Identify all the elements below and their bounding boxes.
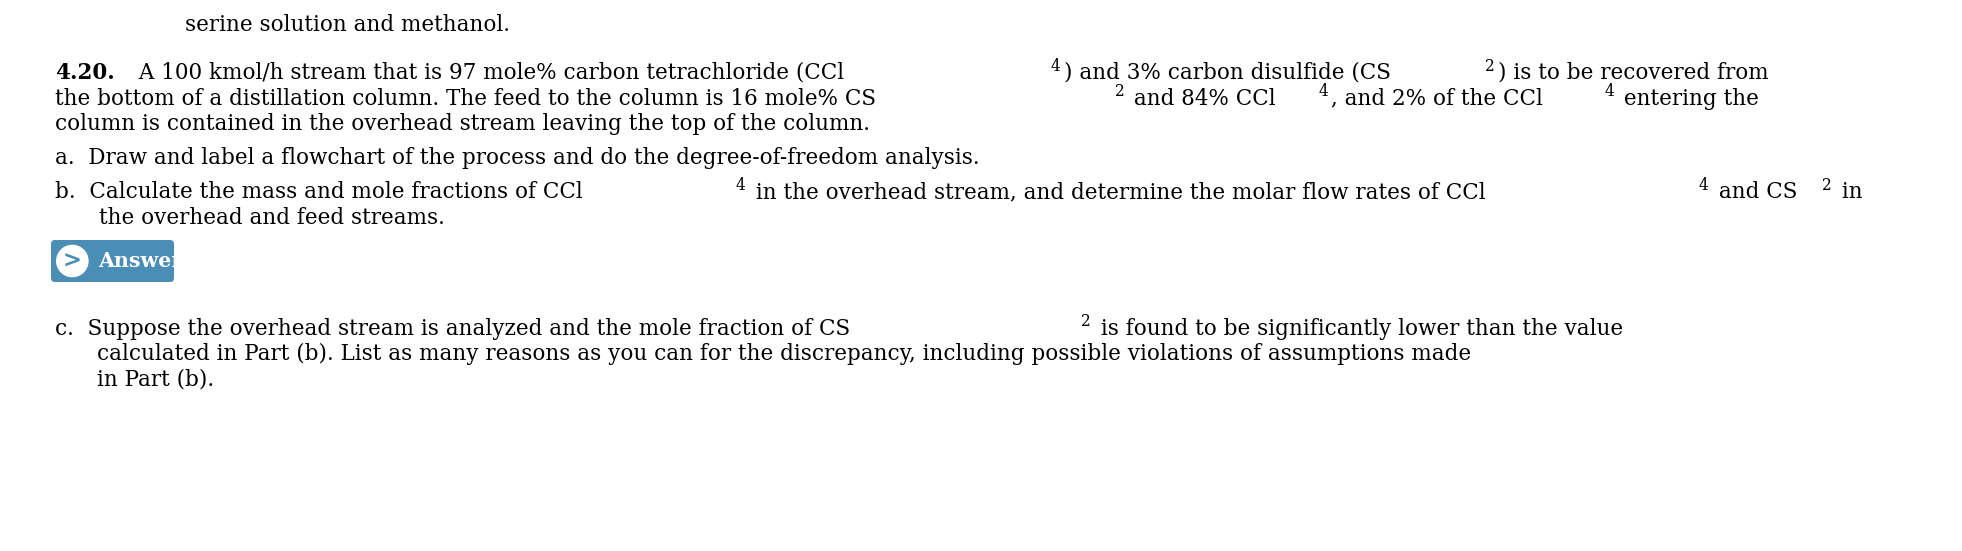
Text: a.  Draw and label a flowchart of the process and do the degree-of-freedom analy: a. Draw and label a flowchart of the pro… bbox=[55, 147, 979, 169]
Text: 4: 4 bbox=[736, 177, 746, 194]
Text: in Part (b).: in Part (b). bbox=[96, 369, 214, 391]
Text: calculated in Part (b). List as many reasons as you can for the discrepancy, inc: calculated in Part (b). List as many rea… bbox=[96, 343, 1471, 365]
Text: and CS: and CS bbox=[1711, 181, 1797, 203]
Text: 2: 2 bbox=[1823, 177, 1833, 194]
Text: ) and 3% carbon disulfide (CS: ) and 3% carbon disulfide (CS bbox=[1063, 62, 1391, 84]
Text: c.  Suppose the overhead stream is analyzed and the mole fraction of CS: c. Suppose the overhead stream is analyz… bbox=[55, 317, 850, 339]
Text: 4: 4 bbox=[1052, 58, 1061, 74]
Text: 4.20.: 4.20. bbox=[55, 62, 114, 84]
Text: and 84% CCl: and 84% CCl bbox=[1126, 88, 1275, 110]
Text: 2: 2 bbox=[1081, 314, 1091, 330]
Text: ) is to be recovered from: ) is to be recovered from bbox=[1499, 62, 1768, 84]
Text: 4: 4 bbox=[1699, 177, 1709, 194]
Text: the overhead and feed streams.: the overhead and feed streams. bbox=[100, 207, 445, 229]
Text: >: > bbox=[63, 250, 82, 273]
Text: in the overhead stream, and determine the molar flow rates of CCl: in the overhead stream, and determine th… bbox=[749, 181, 1485, 203]
Text: 2: 2 bbox=[1485, 58, 1495, 74]
Text: is found to be significantly lower than the value: is found to be significantly lower than … bbox=[1093, 317, 1623, 339]
Text: A 100 kmol/h stream that is 97 mole% carbon tetrachloride (CCl: A 100 kmol/h stream that is 97 mole% car… bbox=[131, 62, 844, 84]
Text: entering the: entering the bbox=[1617, 88, 1760, 110]
Text: 4: 4 bbox=[1318, 83, 1328, 100]
Text: b.  Calculate the mass and mole fractions of CCl: b. Calculate the mass and mole fractions… bbox=[55, 181, 583, 203]
Text: column is contained in the overhead stream leaving the top of the column.: column is contained in the overhead stre… bbox=[55, 113, 869, 135]
Text: , and 2% of the CCl: , and 2% of the CCl bbox=[1332, 88, 1544, 110]
Circle shape bbox=[57, 245, 88, 277]
Text: serine solution and methanol.: serine solution and methanol. bbox=[184, 14, 510, 36]
Text: 4: 4 bbox=[1605, 83, 1615, 100]
Text: Answer: Answer bbox=[98, 251, 182, 271]
Text: in: in bbox=[1834, 181, 1862, 203]
Text: 2: 2 bbox=[1114, 83, 1124, 100]
FancyBboxPatch shape bbox=[51, 240, 175, 282]
Text: the bottom of a distillation column. The feed to the column is 16 mole% CS: the bottom of a distillation column. The… bbox=[55, 88, 877, 110]
